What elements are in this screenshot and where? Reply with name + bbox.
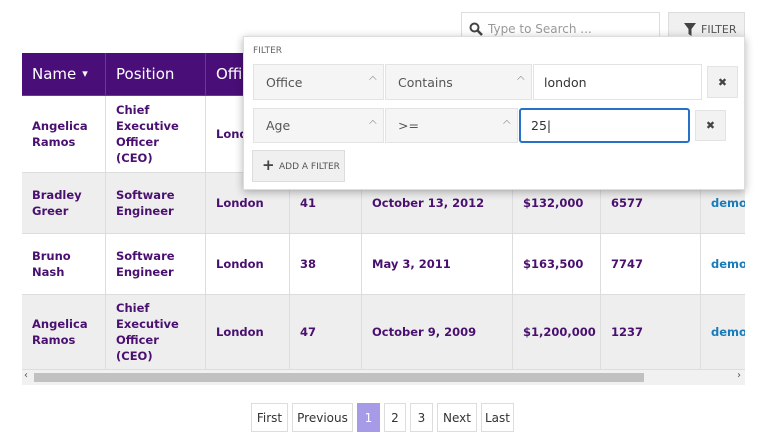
page-button[interactable]: Previous: [292, 403, 353, 432]
table-cell: Software Engineer: [106, 173, 206, 234]
sort-icon: ▾: [82, 67, 88, 80]
plus-icon: +: [262, 156, 275, 174]
page-button[interactable]: 3: [410, 403, 433, 432]
scroll-left[interactable]: ‹: [24, 370, 28, 381]
page-button[interactable]: Next: [437, 403, 477, 432]
filter-field-select[interactable]: Office ⌵: [253, 64, 384, 100]
select-text: Contains: [398, 74, 453, 90]
header-cell[interactable]: Position: [106, 53, 206, 96]
table-cell: May 3, 2011: [362, 234, 513, 295]
filter-value-input[interactable]: london: [533, 64, 702, 100]
chevron: ⌵: [369, 73, 377, 84]
table-cell: 1237: [601, 295, 701, 370]
table-cell: Chief Executive Officer (CEO): [106, 295, 206, 370]
table: Name ▾ Position Office Angelica Ramos Chief …: [22, 53, 745, 370]
table-cell: Software Engineer: [106, 234, 206, 295]
filter-button-label: FILTER: [701, 23, 737, 36]
remove-filter-button[interactable]: ✖: [707, 66, 738, 98]
table-cell: Angelica Ramos: [22, 96, 106, 173]
remove-filter-button[interactable]: ✖: [695, 110, 726, 141]
cursor: |: [546, 118, 552, 133]
select-text: Age: [266, 118, 291, 133]
table-cell: 7747: [601, 234, 701, 295]
table-cell: Bradley Greer: [22, 173, 106, 234]
table-cell: Angelica Ramos: [22, 295, 106, 370]
filter-title: FILTER: [253, 46, 283, 56]
filter-field-select[interactable]: Age ⌵: [253, 108, 384, 143]
table-cell: London: [206, 295, 290, 370]
table-cell: London: [206, 234, 290, 295]
header-label: Name: [32, 65, 77, 83]
table-cell[interactable]: demo: [701, 295, 745, 370]
table-cell: $1,200,000: [513, 295, 601, 370]
page-button[interactable]: 1: [357, 403, 380, 432]
search-icon: [469, 22, 483, 36]
page-button[interactable]: Last: [481, 403, 514, 432]
table-cell: Bruno Nash: [22, 234, 106, 295]
add-filter-label: ADD A FILTER: [279, 162, 340, 172]
filter-value-input[interactable]: 25 |: [519, 108, 690, 143]
chevron: ⌵: [369, 117, 377, 128]
scroll-thumb[interactable]: [34, 373, 644, 382]
select-text: Office: [266, 74, 303, 90]
select-text: >=: [398, 118, 419, 133]
chevron: ⌵: [503, 117, 511, 128]
table-cell: October 9, 2009: [362, 295, 513, 370]
scrollbar[interactable]: ‹ ›: [22, 370, 745, 385]
filter-operator-select[interactable]: >= ⌵: [385, 108, 518, 143]
header-label: Position: [116, 65, 175, 83]
scroll-right[interactable]: ›: [737, 370, 741, 381]
filter-popup: FILTER + ADD A FILTER Office ⌵ Contains ⌵ lo…: [243, 36, 745, 190]
table-cell[interactable]: demo: [701, 234, 745, 295]
page-button[interactable]: First: [251, 403, 288, 432]
table-cell: 47: [290, 295, 362, 370]
table-cell: Chief Executive Officer (CEO): [106, 96, 206, 173]
header-cell[interactable]: Name ▾: [22, 53, 106, 96]
table-cell: $163,500: [513, 234, 601, 295]
funnel-icon: [684, 23, 696, 36]
filter-operator-select[interactable]: Contains ⌵: [385, 64, 532, 100]
chevron: ⌵: [517, 73, 525, 84]
page-button[interactable]: 2: [384, 403, 406, 432]
add-filter-button[interactable]: + ADD A FILTER: [252, 150, 345, 182]
search-placeholder: Type to Search ...: [488, 22, 592, 36]
table-cell: 38: [290, 234, 362, 295]
